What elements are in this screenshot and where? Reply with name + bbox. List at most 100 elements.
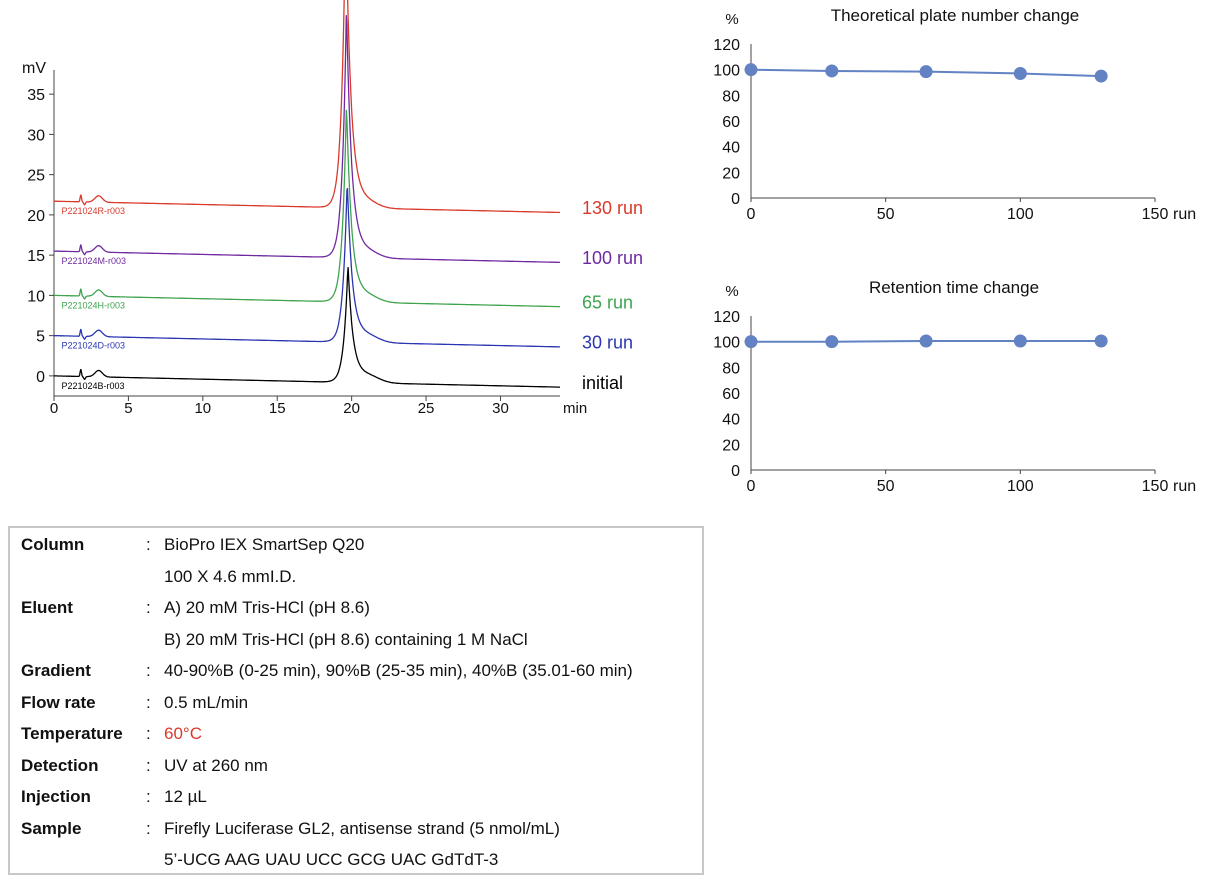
x-tick-label: 50 [877,206,895,223]
x-tick-label: 50 [877,478,895,495]
condition-row: 100 X 4.6 mmI.D. [10,566,700,588]
y-tick-label: 15 [27,248,45,265]
y-axis-label: % [725,11,738,28]
condition-row: Detection: UV at 260 nm [10,755,700,777]
trace-100-run [54,15,560,264]
condition-row: 5’-UCG AAG UAU UCC GCG UAC GdTdT-3 [10,849,700,871]
condition-row: Sample: Firefly Luciferase GL2, antisense… [10,818,700,840]
y-tick-label: 40 [722,412,740,429]
legend-65-run: 65 run [582,292,633,312]
condition-colon: : [146,535,151,554]
legend-initial: initial [582,373,623,393]
condition-colon: : [146,819,151,838]
data-point [1013,334,1027,348]
condition-value: Firefly Luciferase GL2, antisense strand… [164,819,560,838]
y-tick-label: 80 [722,88,740,105]
condition-colon: : [146,756,151,775]
trace-initial [54,267,560,388]
legend-30-run: 30 run [582,333,633,353]
sample-id-label: P221024M-r003 [61,256,126,266]
x-tick-label: 15 [269,400,286,417]
condition-value: BioPro IEX SmartSep Q20 [164,535,365,554]
data-point [744,63,758,77]
x-tick-label: 150 [1142,206,1169,223]
conditions-table: Column: BioPro IEX SmartSep Q20 100 X 4.6 … [8,526,704,875]
y-axis-label: mV [22,60,46,77]
condition-colon: : [146,787,151,806]
condition-colon: : [146,724,151,743]
y-tick-label: 0 [731,191,740,208]
condition-label: Injection [21,787,91,806]
condition-value: A) 20 mM Tris-HCl (pH 8.6) [164,598,370,617]
condition-row: Column: BioPro IEX SmartSep Q20 [10,534,700,556]
data-point [1013,67,1027,81]
condition-row: B) 20 mM Tris-HCl (pH 8.6) containing 1 … [10,629,700,651]
x-axis-label: run [1173,206,1196,223]
condition-row: Gradient:40-90%B (0-25 min), 90%B (25-35… [10,660,700,682]
condition-colon: : [146,693,151,712]
chart-title: Retention time change [869,278,1039,297]
sample-id-label: P221024R-r003 [61,206,125,216]
x-tick-label: 0 [747,478,756,495]
y-tick-label: 100 [713,335,740,352]
condition-value: 12 µL [164,787,207,806]
x-tick-label: 0 [747,206,756,223]
x-tick-label: 150 [1142,478,1169,495]
condition-label: Sample [21,819,82,838]
condition-label: Temperature [21,724,123,743]
x-tick-label: 30 [492,400,509,417]
data-point [1094,334,1108,348]
condition-row: Eluent: A) 20 mM Tris-HCl (pH 8.6) [10,597,700,619]
condition-value: 5’-UCG AAG UAU UCC GCG UAC GdTdT-3 [164,850,499,869]
retention-time-chart: Retention time change% 0 20 40 60 80 100 120 0 50… [713,278,1196,495]
sample-id-label: P221024H-r003 [61,300,125,310]
y-tick-label: 10 [27,288,45,305]
data-point [825,335,839,349]
x-tick-label: 25 [418,400,435,417]
data-point [744,335,758,349]
condition-row: Injection:12 µL [10,786,700,808]
y-tick-label: 100 [713,63,740,80]
condition-value: 0.5 mL/min [164,693,249,712]
y-tick-label: 0 [731,463,740,480]
condition-value: B) 20 mM Tris-HCl (pH 8.6) containing 1 … [164,630,528,649]
condition-colon: : [146,661,151,680]
condition-value: 40-90%B (0-25 min), 90%B (25-35 min), 40… [164,661,633,680]
x-tick-label: 0 [50,400,58,417]
condition-row: Temperature:60°C [10,723,700,745]
data-point [825,64,839,78]
y-axis-label: % [725,283,738,300]
condition-label: Flow rate [21,693,96,712]
y-tick-label: 20 [722,165,740,182]
y-tick-label: 60 [722,386,740,403]
x-tick-label: 10 [194,400,211,417]
trace-30-run [54,188,560,348]
condition-row: Flow rate:0.5 mL/min [10,692,700,714]
plate-number-chart: Theoretical plate number change% 0 20 40 60 8… [713,6,1196,223]
condition-label: Eluent [21,598,73,617]
condition-label: Gradient [21,661,91,680]
y-tick-label: 20 [27,208,45,225]
y-tick-label: 0 [36,369,45,386]
condition-value: 60°C [164,724,202,743]
data-point [1094,69,1108,83]
legend-100-run: 100 run [582,248,643,268]
legend-130-run: 130 run [582,198,643,218]
y-tick-label: 120 [713,37,740,54]
y-tick-label: 25 [27,168,45,185]
condition-label: Detection [21,756,99,775]
trace-130-run [54,0,560,214]
data-point [919,65,933,79]
y-tick-label: 35 [27,87,45,104]
trace-65-run [54,109,561,308]
x-tick-label: 20 [343,400,360,417]
sample-id-label: P221024D-r003 [61,341,125,351]
y-tick-label: 5 [36,329,45,346]
y-tick-label: 40 [722,140,740,157]
condition-value: 100 X 4.6 mmI.D. [164,567,297,586]
x-axis-label: run [1173,478,1196,495]
chart-title: Theoretical plate number change [831,6,1080,25]
condition-label: Column [21,535,85,554]
chromatogram-chart: 0 5 10 15 20 25 30 35 0 5 10 15 20 25 30 mV min P221024B-… [22,0,643,417]
x-tick-label: 100 [1007,206,1034,223]
